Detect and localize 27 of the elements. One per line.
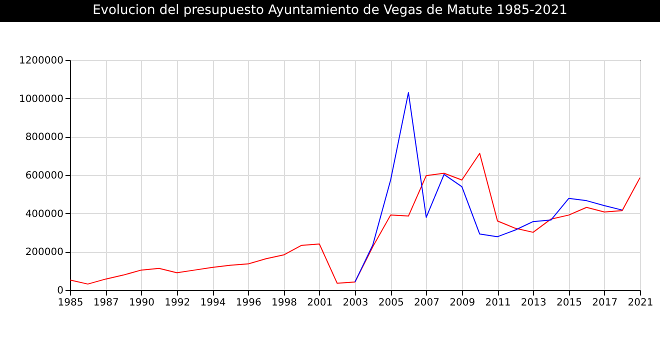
y-tick-label: 600000 [25,170,64,182]
y-tick-label: 1200000 [18,56,64,66]
y-tick-label: 0 [57,286,64,296]
y-tick-label: 1000000 [18,94,64,105]
x-tick-label: 2007 [414,298,440,308]
x-tick-label: 2005 [378,298,404,308]
x-tick-label: 2011 [485,298,511,308]
x-tick-label: 1998 [272,298,297,308]
x-tick-label: 2003 [342,298,368,308]
x-tick-label: 1985 [58,298,84,308]
x-tick-label: 2013 [520,298,546,308]
y-tick-label: 400000 [25,208,64,220]
line-series [70,152,640,285]
x-tick-label: 2001 [307,298,333,308]
x-tick-label: 2015 [556,298,582,308]
x-tick-label: 1996 [236,298,262,308]
line-series [354,92,623,282]
y-tick-label: 200000 [25,247,64,258]
x-tick-label: 2021 [628,298,654,308]
x-tick-label: 1994 [200,298,226,308]
x-tick-label: 1992 [164,298,190,308]
x-tick-label: 2009 [450,298,476,308]
x-tick-label: 2017 [592,298,618,308]
x-tick-label: 1987 [93,298,119,308]
x-tick-label: 1990 [129,298,154,308]
chart-title: Evolucion del presupuesto Ayuntamiento de Vegas de Matute 1985-2021 [0,0,660,22]
y-tick-label: 800000 [25,132,64,144]
